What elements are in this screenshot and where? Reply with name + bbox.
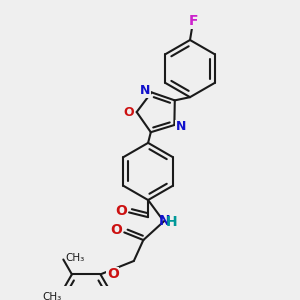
Text: H: H [166,215,178,229]
Text: CH₃: CH₃ [42,292,62,300]
Text: O: O [107,267,119,281]
Text: N: N [176,120,186,134]
Text: O: O [111,223,123,237]
Text: O: O [116,203,128,218]
Text: O: O [124,106,134,118]
Text: CH₃: CH₃ [65,253,85,262]
Text: F: F [189,14,199,28]
Text: N: N [158,214,170,228]
Text: N: N [140,84,150,97]
